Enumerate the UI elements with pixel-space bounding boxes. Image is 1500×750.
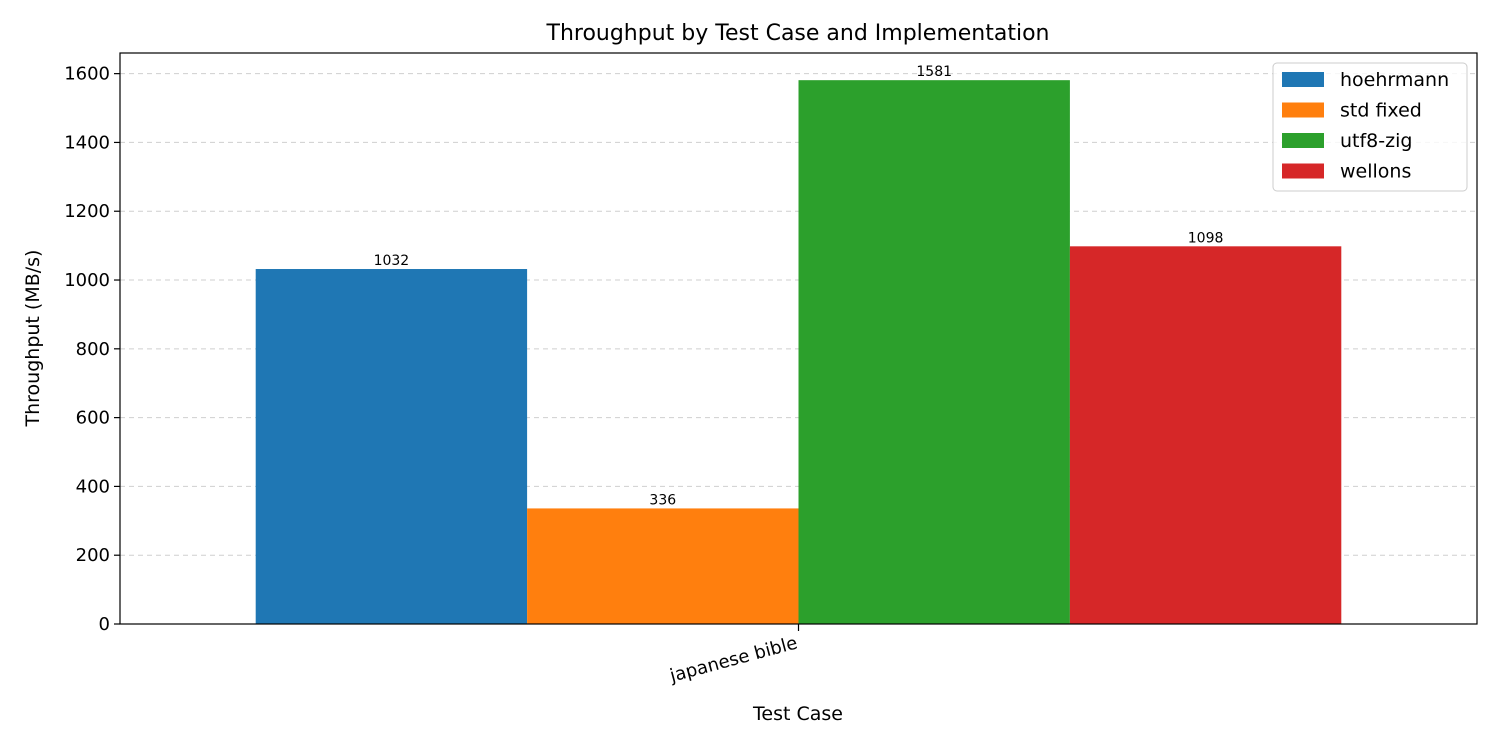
y-tick-label: 1000 [64, 270, 110, 291]
y-tick-label: 1400 [64, 132, 110, 153]
legend-swatch [1282, 102, 1324, 118]
y-tick-label: 1200 [64, 201, 110, 222]
legend-frame [1272, 62, 1468, 192]
bar-value-label: 1032 [374, 253, 410, 269]
y-tick-label: 400 [76, 476, 110, 497]
legend-entry-label: utf8-zig [1340, 130, 1412, 152]
bar-std-fixed [527, 508, 799, 624]
bar-value-label: 1098 [1188, 230, 1224, 246]
legend-entry-label: hoehrmann [1340, 69, 1449, 91]
chart-title: Throughput by Test Case and Implementati… [546, 21, 1050, 46]
legend-swatch [1282, 163, 1324, 179]
y-axis: 0 200 400 600 800 1000 1200 1400 1600 [64, 64, 120, 635]
x-axis: japanese bible [667, 624, 800, 687]
y-tick-label: 800 [76, 339, 110, 360]
y-tick-label: 200 [76, 545, 110, 566]
value-labels: 1032 336 1581 1098 [374, 64, 1224, 508]
legend-entry-label: wellons [1340, 161, 1411, 183]
legend-entry-label: std fixed [1340, 100, 1422, 122]
bar-value-label: 336 [649, 492, 676, 508]
bar-hoehrmann [255, 269, 528, 624]
bar-value-label: 1581 [916, 64, 952, 80]
x-tick-label: japanese bible [667, 633, 800, 687]
legend-swatch [1282, 72, 1324, 87]
y-tick-label: 600 [76, 408, 110, 429]
bar-utf8-zig [798, 80, 1070, 625]
legend: hoehrmann std fixed utf8-zig wellons [1272, 62, 1468, 192]
y-axis-title: Throughput (MB/s) [22, 250, 44, 428]
y-tick-label: 0 [99, 614, 110, 635]
bars [255, 80, 1342, 625]
x-axis-title: Test Case [752, 703, 843, 725]
legend-swatch [1282, 133, 1324, 148]
y-tick-label: 1600 [64, 64, 110, 85]
bar-wellons [1069, 246, 1342, 624]
